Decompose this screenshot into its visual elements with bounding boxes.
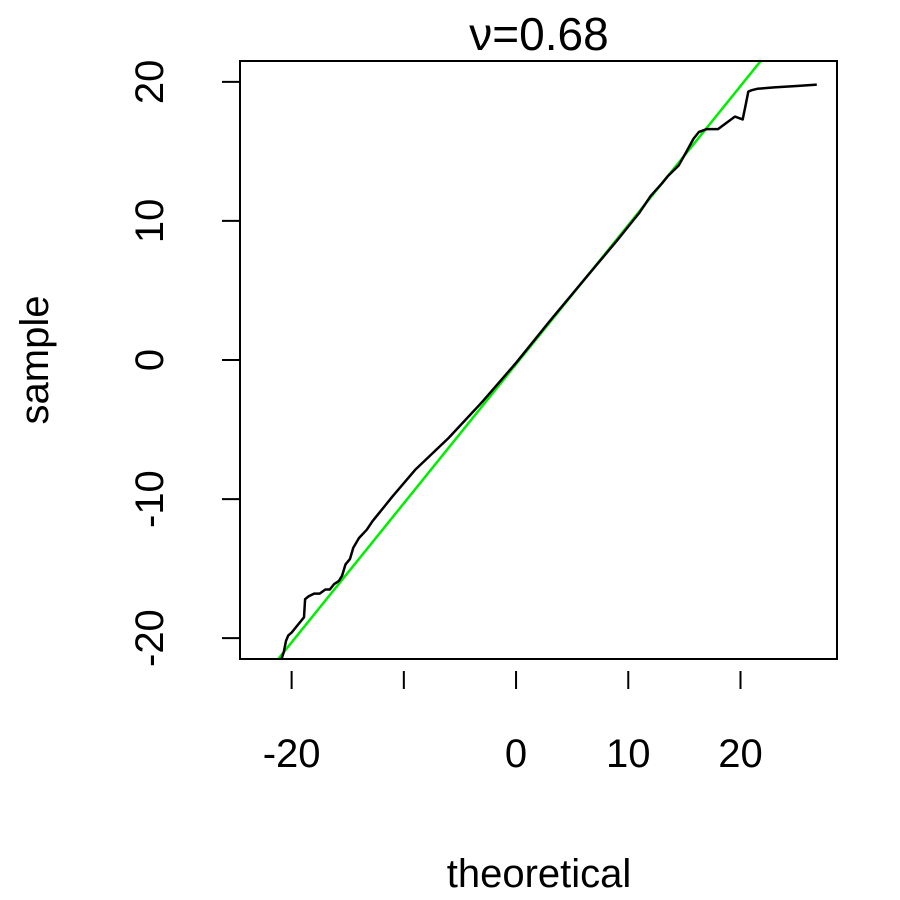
x-tick-label: 20: [718, 732, 763, 776]
y-tick-label: 0: [128, 349, 172, 371]
x-tick-label: -20: [263, 732, 321, 776]
y-axis: -20 -10 0 10 20: [128, 60, 240, 667]
y-tick-label: 20: [128, 60, 172, 105]
plot-frame: [239, 60, 838, 660]
sample-quantile-line: [280, 83, 817, 658]
x-axis: -20 0 10 20: [263, 671, 763, 776]
y-tick-label: -20: [128, 609, 172, 667]
x-axis-title: theoretical: [447, 852, 632, 896]
x-tick-label: 10: [606, 732, 651, 776]
series-layer: [277, 62, 817, 658]
chart-title: ν=0.68: [469, 8, 608, 60]
x-tick-label: 0: [505, 732, 527, 776]
y-axis-title: sample: [13, 296, 57, 425]
y-tick-label: 10: [128, 199, 172, 244]
y-tick-label: -10: [128, 470, 172, 528]
